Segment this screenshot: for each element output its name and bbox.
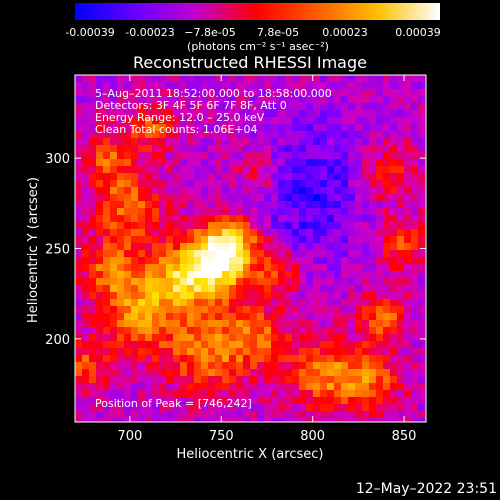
peak-point	[210, 259, 217, 266]
rhessi-image	[75, 75, 427, 423]
y-tick-label: 250	[45, 243, 70, 258]
colorbar-units-label: (photons cm⁻² s⁻¹ asec⁻²)	[187, 40, 329, 53]
timestamp: 12–May–2022 23:51	[356, 481, 497, 497]
x-tick-label: 750	[209, 429, 234, 444]
info-line-detectors: Detectors: 3F 4F 5F 6F 7F 8F, Att 0	[95, 99, 287, 112]
y-axis-label: Heliocentric Y (arcsec)	[26, 177, 41, 323]
colorbar-tick-label: 0.00039	[395, 26, 441, 39]
colorbar	[75, 3, 440, 20]
colorbar-tick-label: -0.00023	[125, 26, 174, 39]
info-line-time: 5–Aug–2011 18:52:00.000 to 18:58:00.000	[95, 87, 332, 100]
axis-ticks: 700 750 800 850 200 250 300	[45, 75, 426, 444]
info-line-counts: Clean Total counts: 1.06E+04	[95, 123, 258, 136]
colorbar-tick-label: 0.00023	[322, 26, 368, 39]
y-tick-label: 300	[45, 152, 70, 167]
peak-position-label: Position of Peak = [746,242]	[95, 397, 252, 410]
x-tick-label: 700	[117, 429, 142, 444]
x-axis-label: Heliocentric X (arcsec)	[177, 447, 324, 462]
y-tick-label: 200	[45, 333, 70, 348]
colorbar-ticks: -0.00039 -0.00023 −7.8e-05 7.8e-05 0.00023 0.…	[65, 26, 440, 39]
info-line-energy: Energy Range: 12.0 – 25.0 keV	[95, 111, 265, 124]
x-tick-label: 800	[300, 429, 325, 444]
colorbar-tick-label: −7.8e-05	[184, 26, 235, 39]
x-tick-label: 850	[392, 429, 417, 444]
chart-title: Reconstructed RHESSI Image	[133, 53, 367, 72]
colorbar-tick-label: -0.00039	[65, 26, 114, 39]
colorbar-tick-label: 7.8e-05	[257, 26, 299, 39]
